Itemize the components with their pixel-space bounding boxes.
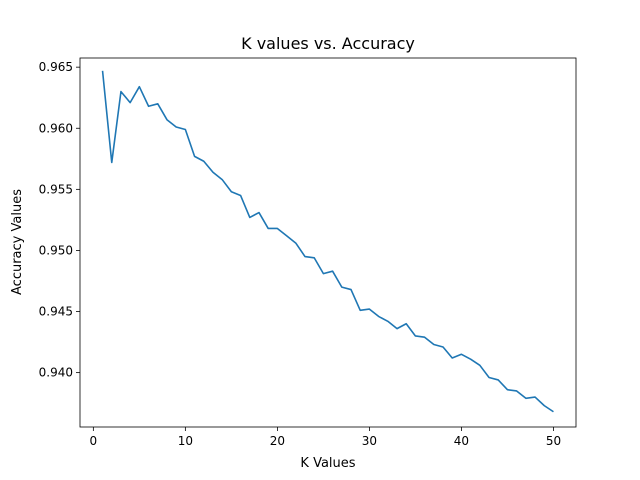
x-axis-label: K Values <box>300 456 355 471</box>
y-tick-label: 0.950 <box>39 243 73 257</box>
series-line-0 <box>101 70 554 413</box>
y-tick-label: 0.965 <box>39 60 73 74</box>
plot-area: 0 10 20 30 40 50 0.940 0.945 0.950 0.955 0.960 0.96… <box>39 57 577 448</box>
x-tick-label: 30 <box>362 434 377 448</box>
y-tick-label: 0.960 <box>39 121 73 135</box>
x-tick-label: 40 <box>454 434 469 448</box>
y-axis-label: Accuracy Values <box>10 189 25 295</box>
y-tick-label: 0.955 <box>39 182 73 196</box>
x-tick-label: 20 <box>270 434 285 448</box>
x-tick-label: 50 <box>546 434 561 448</box>
chart-title: K values vs. Accuracy <box>241 34 415 53</box>
x-tick-label: 0 <box>90 434 98 448</box>
y-tick-label: 0.940 <box>39 366 73 380</box>
x-tick-label: 10 <box>178 434 193 448</box>
axes-frame <box>79 57 577 428</box>
y-tick-label: 0.945 <box>39 305 73 319</box>
